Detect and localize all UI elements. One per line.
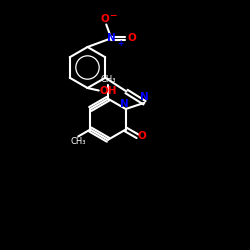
Text: N: N [140,92,149,102]
Text: O: O [100,14,110,24]
Text: N: N [120,99,129,109]
Text: −: − [109,11,116,20]
Text: O: O [128,33,136,43]
Text: CH₃: CH₃ [70,138,86,146]
Text: N: N [107,33,116,43]
Text: +: + [117,39,123,48]
Text: CH₃: CH₃ [100,75,116,84]
Text: OH: OH [100,86,117,96]
Text: O: O [138,132,146,141]
